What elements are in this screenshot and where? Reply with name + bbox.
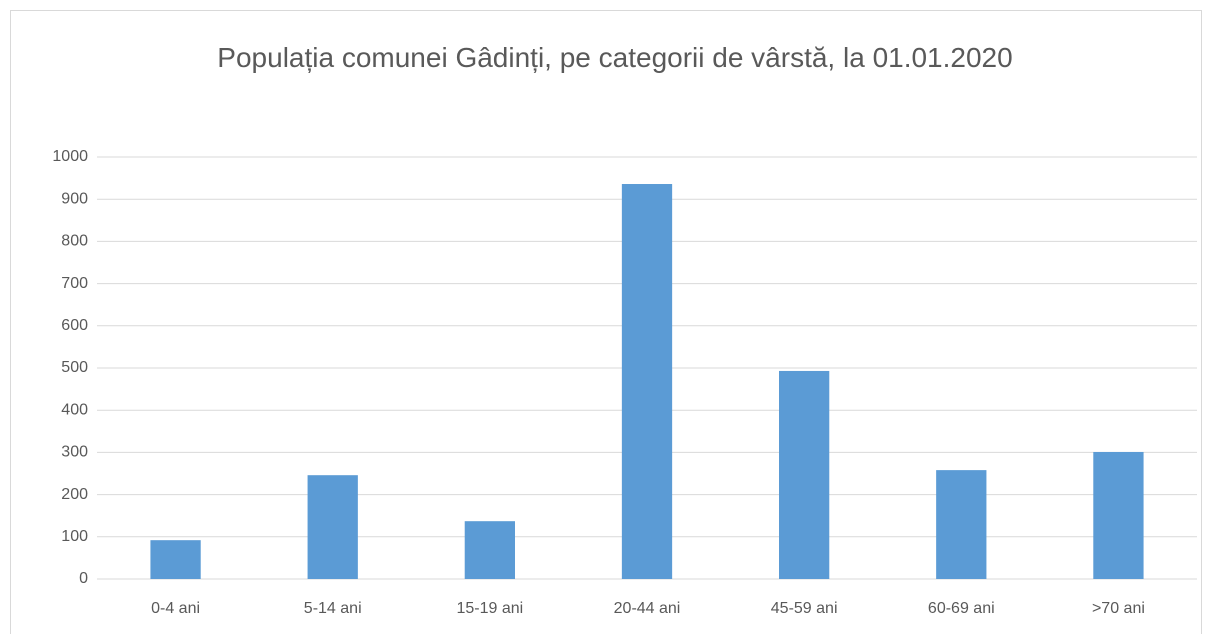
y-tick-label: 900 bbox=[61, 190, 88, 207]
x-tick-label: 0-4 ani bbox=[151, 600, 200, 617]
chart-frame bbox=[10, 10, 1202, 634]
y-tick-label: 200 bbox=[61, 486, 88, 503]
bar bbox=[936, 470, 987, 579]
bar bbox=[1093, 451, 1144, 579]
bar bbox=[621, 184, 673, 579]
x-tick-label: 15-19 ani bbox=[456, 600, 523, 617]
bar bbox=[779, 370, 830, 579]
y-tick-label: 0 bbox=[79, 570, 88, 587]
y-tick-label: 100 bbox=[61, 528, 88, 545]
bar bbox=[307, 475, 358, 579]
y-tick-label: 500 bbox=[61, 359, 88, 376]
x-tick-label: 5-14 ani bbox=[304, 600, 362, 617]
y-tick-label: 700 bbox=[61, 275, 88, 292]
y-tick-label: 800 bbox=[61, 233, 88, 250]
bar bbox=[464, 521, 515, 579]
bar bbox=[150, 540, 201, 579]
x-tick-label: >70 ani bbox=[1092, 600, 1145, 617]
chart-title: Populația comunei Gâdinți, pe categorii … bbox=[217, 42, 1013, 73]
x-tick-label: 60-69 ani bbox=[928, 600, 995, 617]
y-tick-label: 400 bbox=[61, 401, 88, 418]
y-tick-label: 600 bbox=[61, 317, 88, 334]
y-tick-label: 300 bbox=[61, 444, 88, 461]
y-tick-label: 1000 bbox=[52, 148, 88, 165]
x-tick-label: 20-44 ani bbox=[614, 600, 681, 617]
x-tick-label: 45-59 ani bbox=[771, 600, 838, 617]
